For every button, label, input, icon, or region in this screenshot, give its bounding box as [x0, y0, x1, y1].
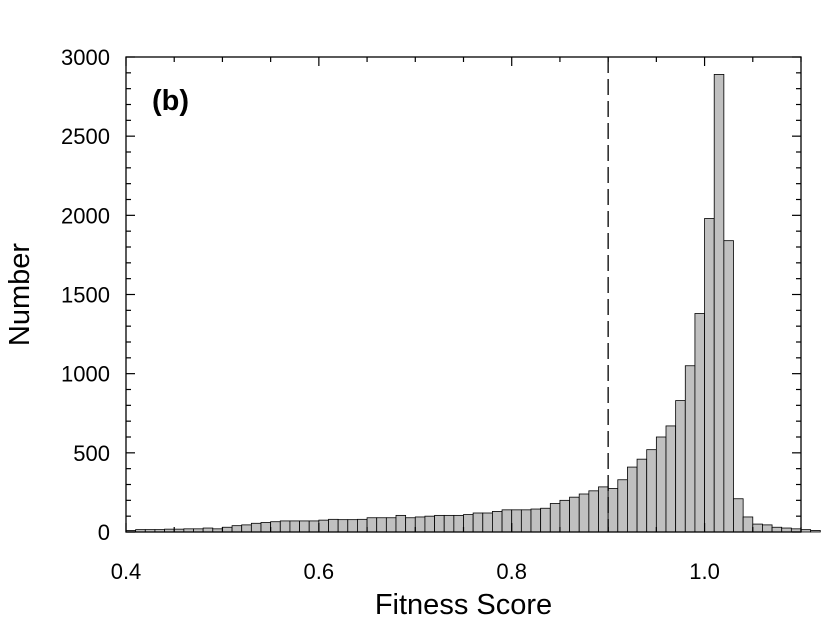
y-tick-label: 1500 [61, 283, 110, 308]
x-axis-title: Fitness Score [375, 589, 552, 621]
histogram-bar [762, 524, 773, 533]
histogram-bar [540, 507, 551, 533]
histogram-bar [482, 512, 493, 533]
x-tick-label: 0.6 [304, 559, 335, 584]
histogram-bar [684, 365, 696, 533]
y-tick-label: 2500 [61, 124, 110, 149]
histogram-bar [260, 522, 272, 533]
histogram-bar [414, 516, 426, 533]
histogram-bar [347, 519, 358, 533]
y-tick-label: 2000 [61, 203, 110, 228]
histogram-bar [511, 509, 522, 533]
histogram-bar [405, 517, 416, 533]
histogram-bar [752, 523, 763, 533]
histogram-bar [222, 526, 233, 533]
histogram-bar [578, 493, 590, 533]
histogram-bar [366, 517, 378, 533]
histogram-bar [704, 218, 715, 533]
histogram-bar [318, 519, 329, 533]
x-tick-labels: 0.4 0.6 0.8 1.0 [111, 559, 720, 584]
histogram-bar [559, 499, 570, 533]
histogram-bar [810, 530, 821, 533]
histogram-bar [279, 520, 291, 533]
x-tick-label: 1.0 [689, 559, 720, 584]
histogram-bar [453, 514, 464, 533]
histogram-bar [289, 520, 300, 533]
histogram-bar [492, 511, 503, 533]
histogram-bar [337, 519, 349, 533]
y-tick-label: 1000 [61, 362, 110, 387]
y-tick-label: 3000 [61, 45, 110, 70]
histogram-bar [800, 529, 812, 533]
histogram-bar [617, 479, 628, 533]
histogram-bar [501, 509, 513, 533]
histogram-bar [328, 518, 339, 533]
y-axis-title: Number [4, 243, 36, 346]
panel-label: (b) [152, 85, 189, 117]
histogram-bar [733, 498, 744, 533]
histogram-bar [231, 525, 243, 533]
histogram-bar [607, 488, 619, 533]
histogram-bar [241, 524, 252, 533]
histogram-bar [385, 517, 397, 533]
histogram-bar [627, 466, 638, 533]
histogram-bar [694, 313, 705, 533]
histogram-bar [376, 517, 387, 533]
histogram-bar [472, 512, 484, 533]
histogram-bar [520, 509, 532, 533]
histogram-bar [771, 526, 783, 533]
histogram-bar [549, 503, 561, 533]
histogram-bar [646, 449, 657, 533]
histogram-bar [675, 400, 686, 533]
histogram-bar [530, 508, 542, 533]
histogram-bar [713, 74, 725, 533]
x-tick-label: 0.8 [496, 559, 527, 584]
y-tick-label: 500 [73, 441, 110, 466]
histogram-bar [655, 436, 667, 533]
histogram-bar [434, 514, 445, 533]
histogram-bar [723, 240, 734, 533]
y-tick-labels: 0 500 1000 1500 2000 2500 3000 [61, 45, 110, 545]
histogram-bar [665, 425, 677, 533]
histogram-bar [742, 516, 754, 533]
x-tick-label: 0.4 [111, 559, 142, 584]
histogram-bar [299, 520, 310, 533]
histogram-bar [588, 490, 599, 533]
histogram-bar [424, 515, 435, 533]
histogram-bar [569, 496, 580, 533]
histogram-bar [598, 486, 609, 533]
histogram-bar [308, 520, 320, 533]
histogram-bar [463, 514, 474, 533]
histogram-bar [636, 458, 648, 533]
histogram-bar [250, 522, 262, 533]
histogram-bars [125, 74, 821, 533]
histogram-bar [357, 518, 368, 533]
plot-frame [125, 56, 802, 533]
y-tick-label: 0 [98, 520, 110, 545]
histogram-bar [395, 514, 407, 533]
histogram-bar [270, 521, 281, 533]
histogram-bar [443, 514, 455, 533]
